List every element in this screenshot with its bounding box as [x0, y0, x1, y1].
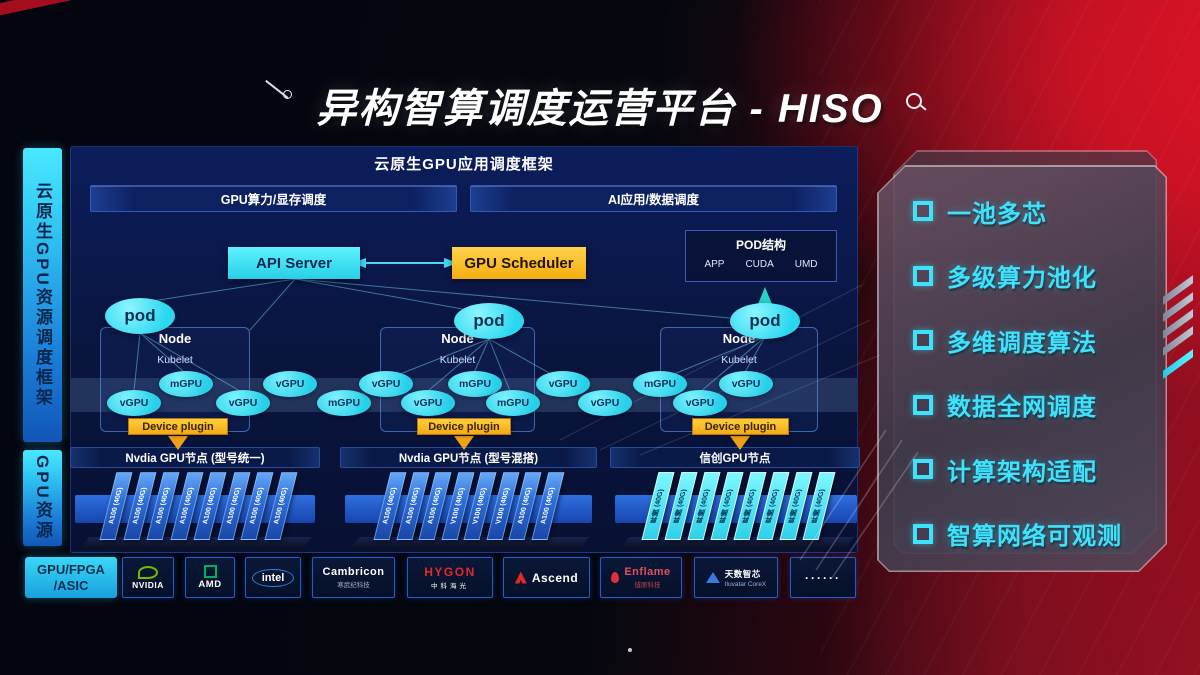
vendor-iluvatar-label: 天数智芯 — [724, 568, 761, 579]
feature-panel — [877, 165, 1167, 572]
feature-label: 一池多芯 — [947, 200, 1047, 228]
device-plugin-2: Device plugin — [417, 418, 511, 435]
feature-label: 多维调度算法 — [947, 329, 1097, 357]
mgpu-ellipse: mGPU — [486, 390, 540, 416]
mgpu-ellipse: mGPU — [633, 371, 687, 397]
vendor-ascend-label: Ascend — [531, 570, 579, 585]
vgpu-ellipse: vGPU — [578, 390, 632, 416]
feature-item: 多级算力池化 — [913, 260, 1122, 292]
kubelet-label: Kubelet — [439, 354, 476, 366]
vgpu-ellipse: vGPU — [107, 390, 161, 416]
square-bullet-icon — [913, 459, 933, 479]
vendor-iluvatar-sub: Iluvatar CoreX — [724, 580, 767, 588]
square-bullet-icon — [913, 330, 933, 350]
ascend-triangle-icon — [514, 571, 527, 584]
feature-item: 数据全网调度 — [913, 389, 1122, 421]
nvidia-eye-icon — [138, 565, 158, 579]
square-bullet-icon — [913, 523, 933, 544]
pod-struct-item-cuda: CUDA — [745, 259, 774, 270]
gpu-group-1-label: Nvdia GPU节点 (型号统一) — [70, 447, 320, 468]
pod-struct-item-app: APP — [704, 259, 725, 270]
kubelet-label: Kubelet — [721, 354, 757, 366]
square-bullet-icon — [913, 394, 933, 415]
pod-ellipse: pod — [105, 298, 175, 334]
vendor-hygon-sub: 中科海光 — [431, 583, 469, 590]
pod-struct-item-umd: UMD — [794, 259, 818, 270]
sidebar-scheduling-framework-label: 云原生GPU资源调度框架 — [33, 182, 52, 408]
vendor-nvidia: NVIDIA — [122, 557, 174, 598]
vendor-enflame: Enflame 燧原科技 — [600, 557, 682, 598]
feature-item: 多维调度算法 — [913, 324, 1122, 357]
corner-accent — [0, 0, 77, 17]
feature-label: 智算网络可观测 — [947, 523, 1122, 550]
sidebar-gpu-resources: GPU资源 — [23, 450, 62, 546]
app-layer-title: 云原生GPU应用调度框架 — [374, 156, 554, 173]
app-bar-ai-data: AI应用/数据调度 — [470, 185, 837, 212]
pod-structure-title: POD结构 — [735, 238, 786, 252]
vendor-enflame-label: Enflame — [624, 566, 671, 578]
stack-platform-2 — [350, 537, 589, 549]
enflame-flame-icon — [611, 572, 620, 583]
vgpu-ellipse: vGPU — [719, 371, 773, 397]
feature-label: 数据全网调度 — [947, 394, 1097, 421]
square-bullet-icon — [913, 265, 933, 286]
feature-item: 智算网络可观测 — [913, 518, 1122, 550]
vendor-hygon: HYGON 中科海光 — [407, 557, 493, 598]
device-plugin-3: Device plugin — [692, 418, 789, 435]
vendor-more: ······ — [790, 557, 856, 598]
magnifier-icon — [906, 93, 922, 109]
feature-label: 多级算力池化 — [947, 265, 1097, 292]
vgpu-ellipse: vGPU — [216, 390, 270, 416]
bottom-dot — [628, 648, 632, 652]
stack-platform-1 — [80, 537, 312, 549]
vgpu-ellipse: vGPU — [359, 371, 413, 397]
sidebar-gpu-resources-label: GPU资源 — [33, 455, 52, 541]
vendor-cambricon: Cambricon 寒武纪科技 — [312, 557, 395, 598]
vendor-more-label: ······ — [805, 570, 841, 585]
mgpu-ellipse: mGPU — [317, 390, 371, 416]
vendor-amd: AMD — [185, 557, 235, 598]
vendor-intel: intel — [245, 557, 301, 598]
pod-ellipse: pod — [730, 303, 800, 339]
sidebar-scheduling-framework: 云原生GPU资源调度框架 — [23, 148, 62, 442]
feature-list: 一池多芯多级算力池化 多维调度算法 数据全网调度 计算架构适配 智算网络可观测 — [913, 195, 1122, 550]
node-label: Node — [158, 331, 192, 346]
device-plugin-1: Device plugin — [128, 418, 228, 435]
feature-label: 计算架构适配 — [947, 458, 1097, 486]
kubelet-label: Kubelet — [157, 354, 193, 366]
app-bar-gpu-compute: GPU算力/显存调度 — [90, 185, 457, 212]
gpu-group-2-label: Nvdia GPU节点 (型号混搭) — [340, 447, 597, 468]
feature-item: 一池多芯 — [913, 195, 1122, 228]
square-bullet-icon — [913, 201, 933, 221]
vendor-hygon-label: HYGON — [424, 565, 476, 579]
vendor-amd-label: AMD — [198, 579, 222, 590]
vendor-cambricon-sub: 寒武纪科技 — [337, 582, 370, 589]
vendor-ascend: Ascend — [503, 557, 590, 598]
iluvatar-triangle-icon — [705, 572, 720, 583]
mgpu-ellipse: mGPU — [159, 371, 213, 397]
stack-platform-3 — [620, 537, 854, 549]
vgpu-ellipse: vGPU — [536, 371, 590, 397]
api-server-box: API Server — [228, 247, 360, 279]
feature-item: 计算架构适配 — [913, 453, 1122, 486]
gpu-scheduler-box: GPU Scheduler — [452, 247, 586, 279]
page-title: 异构智算调度运营平台 - HISO — [316, 87, 884, 131]
vendor-cambricon-label: Cambricon — [322, 566, 385, 578]
vendor-intel-label: intel — [251, 568, 295, 587]
pod-ellipse: pod — [454, 303, 524, 339]
vendor-nvidia-label: NVIDIA — [132, 579, 164, 590]
vendor-iluvatar: 天数智芯 Iluvatar CoreX — [694, 557, 778, 598]
pod-structure-box: POD结构 APP CUDA UMD — [685, 230, 837, 282]
vgpu-ellipse: vGPU — [673, 390, 727, 416]
vgpu-ellipse: vGPU — [401, 390, 455, 416]
stripe-decor-cyan-icon — [1163, 349, 1193, 379]
amd-arrow-icon — [203, 565, 217, 578]
hardware-category-line1: GPU/FPGA — [37, 561, 105, 577]
hardware-category-line2: /ASIC — [53, 577, 89, 593]
gpu-group-3-label: 信创GPU节点 — [610, 447, 860, 468]
hardware-category-box: GPU/FPGA /ASIC — [25, 557, 117, 598]
vgpu-ellipse: vGPU — [263, 371, 317, 397]
vendor-enflame-sub: 燧原科技 — [634, 582, 661, 589]
